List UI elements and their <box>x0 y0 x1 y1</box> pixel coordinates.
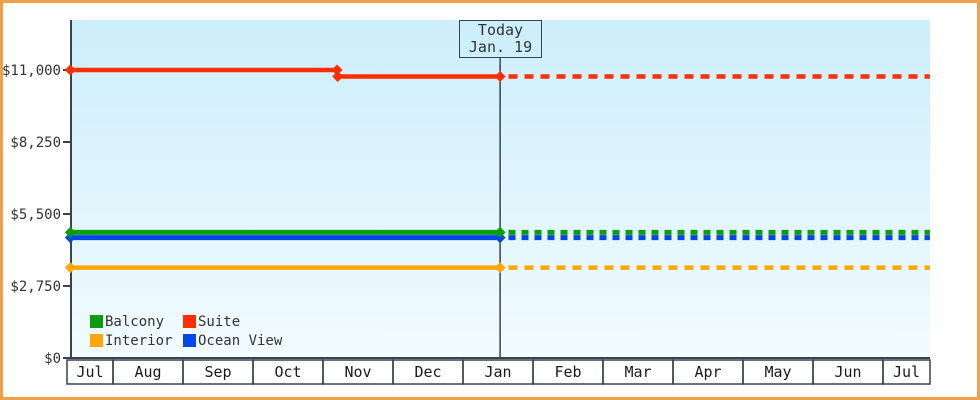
y-tick-label: $0 <box>44 351 61 367</box>
y-tick-label: $11,000 <box>2 63 61 79</box>
month-label: Aug <box>134 363 161 381</box>
marker-interior <box>494 262 506 274</box>
marker-interior <box>64 262 76 274</box>
legend-label: Suite <box>198 313 241 330</box>
today-annotation: Today Jan. 19 <box>459 20 542 58</box>
legend-swatch-icon <box>183 315 196 328</box>
marker-balcony <box>64 226 76 238</box>
month-label: May <box>764 363 791 381</box>
marker-suite <box>494 71 506 83</box>
marker-suite <box>332 71 344 83</box>
month-label: Jul <box>76 363 103 381</box>
legend-row: Interior Ocean View <box>90 331 282 350</box>
y-tick-label: $2,750 <box>10 279 61 295</box>
month-label: Feb <box>554 363 581 381</box>
legend-label: Balcony <box>105 313 165 330</box>
legend-item-balcony: Balcony <box>90 314 183 330</box>
legend-swatch-icon <box>90 315 103 328</box>
month-label: Nov <box>344 363 371 381</box>
month-label: Jun <box>834 363 861 381</box>
month-label: Jan <box>484 363 511 381</box>
today-title: Today <box>477 21 524 39</box>
month-label: Sep <box>204 363 231 381</box>
legend-swatch-icon <box>183 334 196 347</box>
y-tick-label: $5,500 <box>10 207 61 223</box>
month-label: Jul <box>893 363 920 381</box>
month-label: Oct <box>274 363 301 381</box>
month-label: Apr <box>694 363 721 381</box>
chart-legend: Balcony Suite Interior Ocean View <box>90 312 282 350</box>
legend-label: Ocean View <box>198 332 283 349</box>
legend-label: Interior <box>105 332 173 349</box>
legend-row: Balcony Suite <box>90 312 282 331</box>
legend-item-suite: Suite <box>183 314 240 330</box>
month-label: Dec <box>414 363 441 381</box>
marker-suite <box>64 64 76 76</box>
y-tick-label: $8,250 <box>10 135 61 151</box>
today-date: Jan. 19 <box>468 38 533 56</box>
month-label: Mar <box>624 363 651 381</box>
month-cell <box>882 359 931 385</box>
legend-swatch-icon <box>90 334 103 347</box>
legend-item-interior: Interior <box>90 333 183 349</box>
marker-balcony <box>494 226 506 238</box>
marker-suite <box>331 64 343 76</box>
legend-item-ocean-view: Ocean View <box>183 333 282 349</box>
